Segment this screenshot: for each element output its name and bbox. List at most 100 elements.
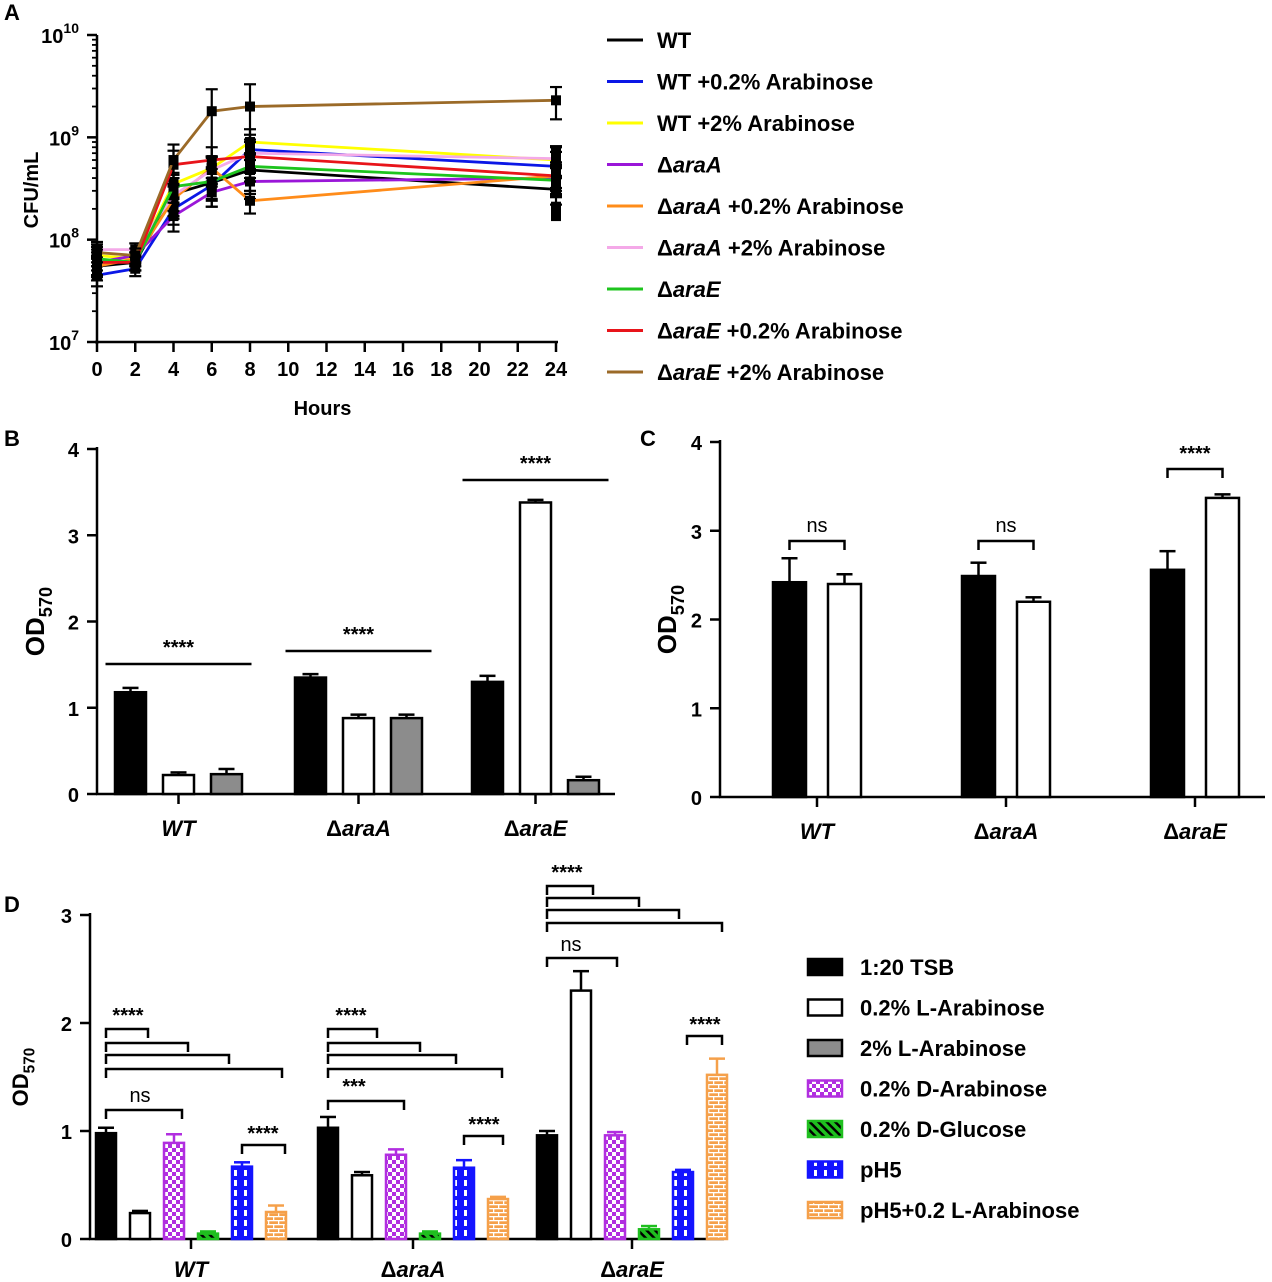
category-label: WT (174, 1257, 210, 1282)
y-tick-label: 108 (49, 225, 79, 253)
x-tick-label: 20 (468, 359, 490, 381)
legend-gene: araA (673, 194, 722, 219)
y-tick-label: 1 (691, 699, 702, 721)
y-tick-label: 2 (68, 613, 79, 635)
significance-label: *** (342, 1076, 366, 1098)
category-label: ΔaraA (326, 816, 391, 841)
category-label-italic: araA (989, 819, 1038, 844)
legend-swatch (806, 957, 844, 977)
bar (161, 773, 196, 796)
significance-bracket (104, 1108, 184, 1119)
legend-rest: +2% Arabinose (722, 236, 886, 261)
bar (486, 1197, 510, 1241)
bar (569, 989, 593, 1241)
category-label-italic: araE (616, 1257, 665, 1282)
y-tick-label: 4 (691, 433, 703, 455)
bar (316, 1126, 340, 1241)
bar (1204, 496, 1241, 799)
bar (1149, 568, 1186, 799)
data-point (551, 170, 561, 181)
bar (771, 580, 808, 799)
legend-label: 0.2% L-Arabinose (860, 996, 1045, 1021)
y-tick-label: 107 (49, 327, 79, 355)
data-point (551, 201, 561, 212)
y-tick-label: 0 (691, 788, 702, 810)
y-tick-exp: 8 (71, 225, 79, 241)
series-line (96, 148, 557, 277)
significance-label: ns (806, 515, 827, 537)
significance-label: **** (1179, 443, 1210, 465)
significance-bracket (240, 1143, 287, 1154)
significance-bracket (545, 956, 619, 967)
significance-label: ns (560, 934, 581, 956)
x-tick-label: 12 (315, 359, 337, 381)
y-tick-label: 0 (61, 1230, 72, 1252)
panel-label-C: C (640, 426, 656, 451)
x-tick-label: 14 (354, 359, 377, 381)
bar (264, 1210, 288, 1241)
significance-label: ns (995, 515, 1016, 537)
significance-label: **** (551, 862, 582, 884)
significance-bracket (326, 1053, 458, 1064)
data-point (245, 164, 255, 175)
category-label: ΔaraA (974, 819, 1039, 844)
significance-bracket (788, 539, 846, 550)
legend-label: ΔaraA +0.2% Arabinose (657, 194, 904, 219)
y-tick-exp: 7 (71, 327, 79, 343)
x-tick-label: 16 (392, 359, 414, 381)
bar (518, 501, 553, 796)
y-axis-label: CFU/mL (21, 152, 43, 229)
legend-swatch (806, 1200, 844, 1220)
significance-label: **** (343, 624, 374, 646)
x-axis-label: Hours (294, 398, 352, 420)
significance-bracket (104, 1027, 150, 1038)
significance-bracket (326, 1027, 379, 1038)
bar (452, 1166, 476, 1241)
category-label-prefix: Δ (974, 819, 990, 844)
category-label-prefix: Δ (504, 816, 520, 841)
legend-delta: Δ (657, 194, 673, 219)
legend-delta: Δ (657, 277, 673, 302)
y-tick-label: 0 (68, 785, 79, 807)
y-tick-label: 109 (49, 122, 79, 150)
significance-bracket (545, 884, 595, 895)
significance-bracket (977, 539, 1035, 550)
data-point (130, 250, 141, 261)
data-point (551, 146, 561, 157)
y-tick-label: 1 (61, 1122, 72, 1144)
legend-label: 0.2% D-Glucose (860, 1117, 1026, 1142)
bar (826, 582, 863, 799)
bar (470, 680, 505, 796)
significance-bracket (104, 1053, 231, 1064)
bar (384, 1153, 408, 1241)
bar (113, 690, 148, 796)
series-line (96, 98, 557, 257)
category-label: ΔaraE (504, 816, 569, 841)
category-label-italic: araE (520, 816, 569, 841)
x-tick-label: 10 (277, 359, 299, 381)
y-label-main: OD (8, 1073, 33, 1106)
y-tick-base: 10 (49, 333, 71, 355)
series-line (96, 140, 557, 261)
legend-delta: Δ (657, 360, 673, 385)
legend-label: WT (657, 28, 692, 53)
significance-bracket (326, 1099, 406, 1110)
legend-gene: araE (673, 319, 722, 344)
bar (293, 676, 328, 796)
bar (535, 1134, 559, 1241)
legend-label: WT +0.2% Arabinose (657, 70, 873, 95)
x-tick-label: 8 (244, 359, 255, 381)
data-point (245, 144, 255, 155)
bar (128, 1211, 152, 1241)
legend-delta: Δ (657, 153, 673, 178)
significance-bracket (104, 1067, 284, 1078)
significance-bracket (545, 896, 641, 907)
legend-label: pH5+0.2 L-Arabinose (860, 1198, 1079, 1223)
x-tick-label: 2 (130, 359, 141, 381)
bar (960, 574, 997, 799)
